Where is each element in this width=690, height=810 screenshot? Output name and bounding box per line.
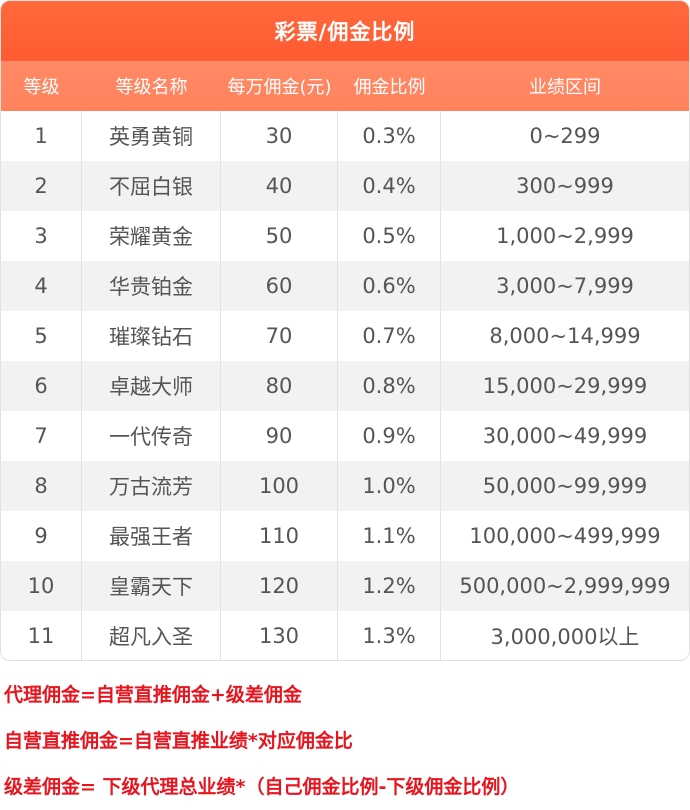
cell-commission-rate: 1.2% <box>338 561 441 611</box>
commission-table-card: 彩票/佣金比例 等级 等级名称 每万佣金(元) 佣金比例 业绩区间 1 英勇黄铜 3… <box>0 0 690 661</box>
note-direct-commission: 自营直推佣金=自营直推业绩*对应佣金比 <box>4 730 353 752</box>
cell-commission-per-10k: 130 <box>221 611 338 660</box>
cell-level: 10 <box>1 561 82 611</box>
cell-level-name: 万古流芳 <box>82 461 221 511</box>
cell-commission-rate: 0.7% <box>338 311 441 361</box>
table-row: 11 超凡入圣 130 1.3% 3,000,000以上 <box>1 611 689 660</box>
cell-level: 11 <box>1 611 82 660</box>
table-header-row: 等级 等级名称 每万佣金(元) 佣金比例 业绩区间 <box>1 61 689 111</box>
cell-performance-range: 0~299 <box>529 124 601 148</box>
cell-commission-per-10k: 120 <box>221 561 338 611</box>
header-commission-rate: 佣金比例 <box>353 77 426 98</box>
header-level: 等级 <box>23 77 60 98</box>
table-row: 2 不屈白银 40 0.4% 300~999 <box>1 161 689 211</box>
header-performance-range: 业绩区间 <box>529 77 601 98</box>
cell-commission-per-10k: 50 <box>221 211 338 261</box>
cell-level-name: 华贵铂金 <box>82 261 221 311</box>
commission-notes: 代理佣金=自营直推佣金+级差佣金 自营直推佣金=自营直推业绩*对应佣金比 级差佣… <box>4 672 688 810</box>
note-differential-commission: 级差佣金= 下级代理总业绩*（自己佣金比例-下级佣金比例） <box>4 776 520 798</box>
cell-commission-per-10k: 110 <box>221 511 338 561</box>
cell-commission-per-10k: 70 <box>221 311 338 361</box>
cell-commission-rate: 0.8% <box>338 361 441 411</box>
cell-level: 5 <box>1 311 82 361</box>
cell-performance-range: 3,000~7,999 <box>496 274 634 298</box>
cell-level: 3 <box>1 211 82 261</box>
note-agent-commission: 代理佣金=自营直推佣金+级差佣金 <box>4 684 302 706</box>
cell-level-name: 超凡入圣 <box>82 611 221 660</box>
cell-commission-rate: 0.5% <box>338 211 441 261</box>
cell-level-name: 卓越大师 <box>82 361 221 411</box>
cell-performance-range: 30,000~49,999 <box>482 424 648 448</box>
cell-level: 1 <box>1 111 82 161</box>
table-row: 9 最强王者 110 1.1% 100,000~499,999 <box>1 511 689 561</box>
cell-commission-per-10k: 40 <box>221 161 338 211</box>
cell-level-name: 一代传奇 <box>82 411 221 461</box>
cell-level: 8 <box>1 461 82 511</box>
cell-performance-range: 3,000,000以上 <box>490 625 640 649</box>
table-row: 8 万古流芳 100 1.0% 50,000~99,999 <box>1 461 689 511</box>
cell-commission-rate: 1.0% <box>338 461 441 511</box>
table-row: 3 荣耀黄金 50 0.5% 1,000~2,999 <box>1 211 689 261</box>
table-row: 1 英勇黄铜 30 0.3% 0~299 <box>1 111 689 161</box>
cell-commission-rate: 0.4% <box>338 161 441 211</box>
table-title: 彩票/佣金比例 <box>1 1 689 61</box>
cell-commission-per-10k: 90 <box>221 411 338 461</box>
cell-performance-range: 15,000~29,999 <box>482 374 648 398</box>
cell-commission-per-10k: 80 <box>221 361 338 411</box>
header-level-name: 等级名称 <box>115 77 188 98</box>
cell-level-name: 最强王者 <box>82 511 221 561</box>
cell-level-name: 英勇黄铜 <box>82 111 221 161</box>
cell-performance-range: 8,000~14,999 <box>489 324 641 348</box>
cell-performance-range: 500,000~2,999,999 <box>459 574 671 598</box>
table-row: 4 华贵铂金 60 0.6% 3,000~7,999 <box>1 261 689 311</box>
cell-level-name: 不屈白银 <box>82 161 221 211</box>
cell-level: 2 <box>1 161 82 211</box>
cell-commission-per-10k: 60 <box>221 261 338 311</box>
table-row: 6 卓越大师 80 0.8% 15,000~29,999 <box>1 361 689 411</box>
cell-commission-rate: 1.3% <box>338 611 441 660</box>
table-row: 10 皇霸天下 120 1.2% 500,000~2,999,999 <box>1 561 689 611</box>
cell-level-name: 璀璨钻石 <box>82 311 221 361</box>
cell-level: 9 <box>1 511 82 561</box>
cell-commission-rate: 0.3% <box>338 111 441 161</box>
cell-performance-range: 50,000~99,999 <box>482 474 648 498</box>
cell-level: 4 <box>1 261 82 311</box>
cell-level: 7 <box>1 411 82 461</box>
header-commission-per-10k: 每万佣金(元) <box>227 77 332 98</box>
table-row: 7 一代传奇 90 0.9% 30,000~49,999 <box>1 411 689 461</box>
cell-commission-rate: 0.9% <box>338 411 441 461</box>
cell-level-name: 荣耀黄金 <box>82 211 221 261</box>
table-row: 5 璀璨钻石 70 0.7% 8,000~14,999 <box>1 311 689 361</box>
cell-performance-range: 300~999 <box>516 174 614 198</box>
cell-level-name: 皇霸天下 <box>82 561 221 611</box>
table-body: 1 英勇黄铜 30 0.3% 0~299 2 不屈白银 40 0.4% 300~999 3 荣耀黄金 5… <box>1 111 689 660</box>
cell-commission-rate: 1.1% <box>338 511 441 561</box>
cell-commission-per-10k: 100 <box>221 461 338 511</box>
cell-performance-range: 1,000~2,999 <box>496 224 634 248</box>
cell-level: 6 <box>1 361 82 411</box>
cell-commission-per-10k: 30 <box>221 111 338 161</box>
cell-performance-range: 100,000~499,999 <box>469 524 661 548</box>
cell-commission-rate: 0.6% <box>338 261 441 311</box>
